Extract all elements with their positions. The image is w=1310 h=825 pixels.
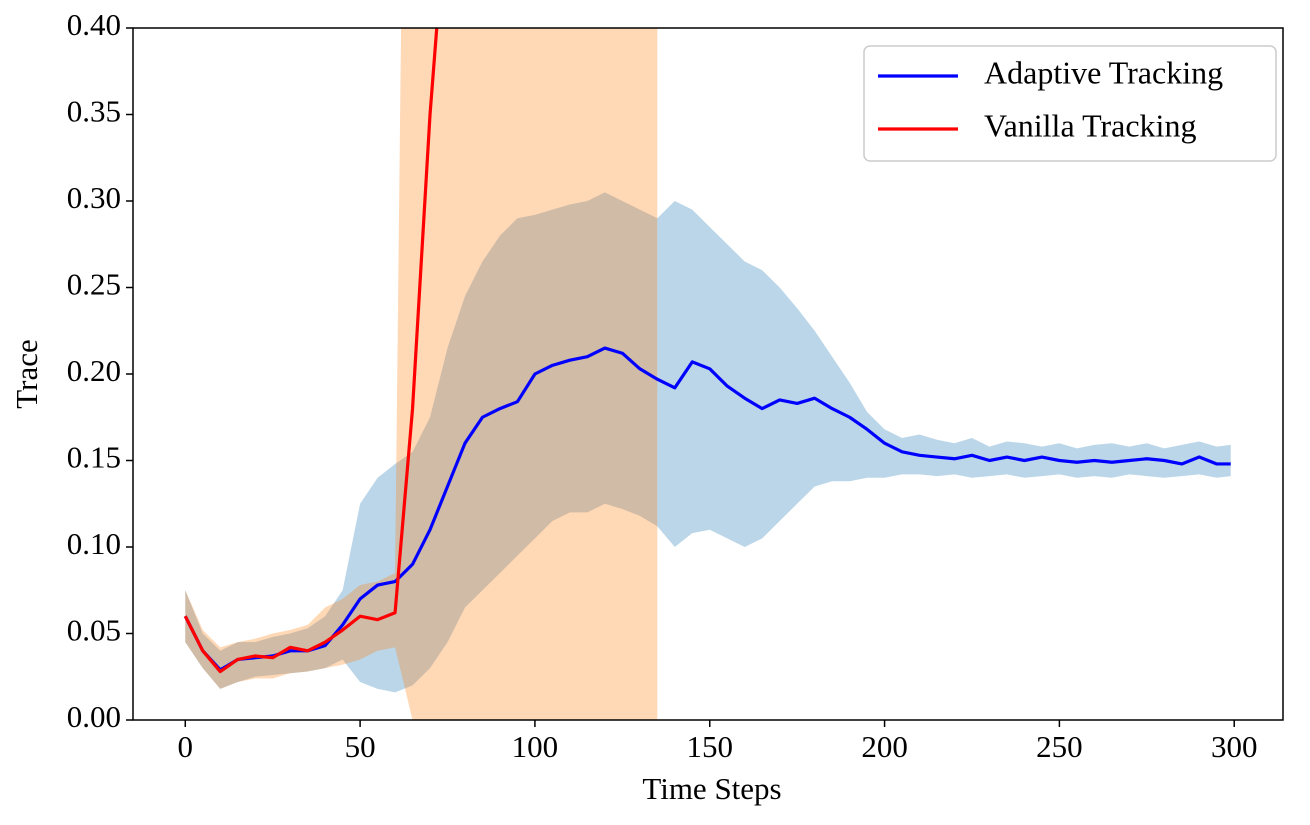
- x-tick-label: 150: [686, 729, 733, 764]
- legend-box: [863, 45, 1277, 162]
- x-axis-label: Time Steps: [642, 771, 781, 806]
- x-tick-label: 0: [178, 729, 194, 764]
- y-tick-label: 0.25: [67, 267, 121, 302]
- y-tick-label: 0.40: [67, 7, 121, 42]
- legend: Adaptive Tracking Vanilla Tracking: [863, 45, 1277, 162]
- plot-area: [183, 28, 1231, 720]
- series-line: [183, 28, 439, 674]
- y-tick-label: 0.15: [67, 440, 121, 475]
- y-tick-label: 0.20: [67, 353, 121, 388]
- y-axis-label: Trace: [9, 339, 44, 408]
- y-tick-label: 0.35: [67, 94, 121, 129]
- legend-label: Vanilla Tracking: [984, 107, 1196, 143]
- y-tick-label: 0.30: [67, 180, 121, 215]
- confidence-band: [185, 28, 658, 720]
- x-tick-label: 250: [1036, 729, 1083, 764]
- x-tick-label: 100: [512, 729, 559, 764]
- y-tick-label: 0.00: [67, 699, 121, 734]
- x-tick-label: 300: [1211, 729, 1258, 764]
- legend-label: Adaptive Tracking: [984, 54, 1223, 90]
- x-tick-label: 200: [861, 729, 908, 764]
- y-tick-label: 0.05: [67, 613, 121, 648]
- series-line: [183, 346, 1231, 672]
- y-tick-label: 0.10: [67, 526, 121, 561]
- x-tick-label: 50: [345, 729, 376, 764]
- confidence-band: [185, 192, 1231, 693]
